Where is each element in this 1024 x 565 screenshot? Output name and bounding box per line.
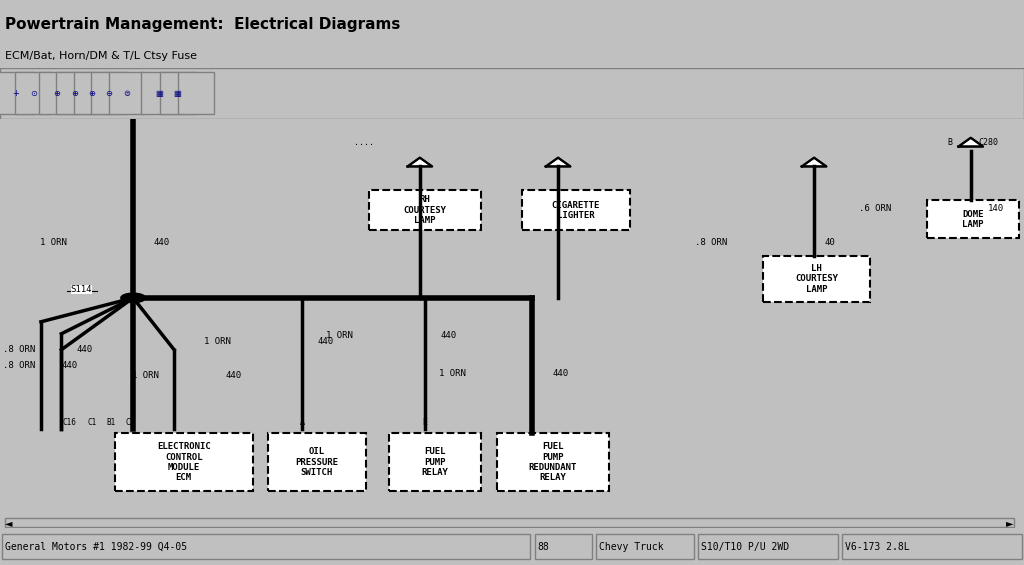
Text: 440: 440 (225, 371, 242, 380)
Text: .6 ORN: .6 ORN (859, 204, 891, 213)
FancyBboxPatch shape (0, 72, 34, 114)
Text: V6-173 2.8L: V6-173 2.8L (845, 542, 909, 551)
Text: +: + (12, 89, 19, 98)
FancyBboxPatch shape (109, 72, 144, 114)
Text: ....: .... (353, 138, 374, 147)
Text: FUEL
PUMP
RELAY: FUEL PUMP RELAY (422, 447, 449, 477)
FancyBboxPatch shape (15, 72, 51, 114)
Text: 440: 440 (440, 331, 457, 340)
Text: C2: C2 (125, 418, 135, 427)
Text: RH
COURTESY
LAMP: RH COURTESY LAMP (403, 195, 446, 225)
Text: A: A (300, 418, 304, 427)
Text: CIGARETTE
LIGHTER: CIGARETTE LIGHTER (552, 201, 600, 220)
Text: ⊕: ⊕ (88, 89, 95, 98)
Text: C16: C16 (62, 418, 77, 427)
Text: 1 ORN: 1 ORN (204, 337, 230, 346)
Text: ▦: ▦ (174, 89, 181, 98)
Text: ⊙: ⊙ (30, 89, 37, 98)
Bar (115, 433, 253, 491)
Text: 440: 440 (317, 337, 334, 346)
Bar (2, 534, 530, 559)
Circle shape (121, 293, 145, 303)
Text: ⊕: ⊕ (53, 89, 60, 98)
FancyBboxPatch shape (141, 72, 177, 114)
Bar (842, 534, 1022, 559)
Bar (522, 190, 630, 230)
Text: ECM/Bat, Horn/DM & T/L Ctsy Fuse: ECM/Bat, Horn/DM & T/L Ctsy Fuse (5, 51, 197, 61)
Text: Chevy Truck: Chevy Truck (599, 542, 664, 551)
Text: 440: 440 (61, 361, 78, 370)
Text: General Motors #1 1982-99 Q4-05: General Motors #1 1982-99 Q4-05 (5, 542, 187, 551)
Text: ⊜: ⊜ (123, 89, 130, 98)
Text: 1 ORN: 1 ORN (40, 238, 67, 247)
Text: B: B (947, 137, 952, 146)
Text: .8 ORN: .8 ORN (3, 361, 35, 370)
Text: ⊕: ⊕ (71, 89, 78, 98)
Text: .8 ORN: .8 ORN (695, 238, 727, 247)
Text: S114: S114 (71, 285, 92, 294)
Bar (369, 190, 481, 230)
Text: ►: ► (1007, 518, 1014, 528)
Bar (389, 433, 481, 491)
Polygon shape (802, 158, 826, 167)
Text: B1: B1 (105, 418, 116, 427)
Text: 440: 440 (77, 345, 93, 354)
Bar (535, 534, 592, 559)
Text: 1 ORN: 1 ORN (439, 369, 466, 378)
Text: 1 ORN: 1 ORN (132, 371, 159, 380)
Text: C1: C1 (87, 418, 97, 427)
Text: 1 ORN: 1 ORN (327, 331, 353, 340)
Text: OIL
PRESSURE
SWITCH: OIL PRESSURE SWITCH (296, 447, 338, 477)
Text: ◄: ◄ (5, 518, 12, 528)
FancyBboxPatch shape (56, 72, 92, 114)
Bar (698, 534, 838, 559)
Text: Powertrain Management:  Electrical Diagrams: Powertrain Management: Electrical Diagra… (5, 17, 400, 32)
Polygon shape (408, 158, 432, 167)
Text: ⊖: ⊖ (105, 89, 113, 98)
Text: 40: 40 (824, 238, 835, 247)
Text: .8 ORN: .8 ORN (3, 345, 35, 354)
Text: FUEL
PUMP
REDUNDANT
RELAY: FUEL PUMP REDUNDANT RELAY (528, 442, 578, 483)
FancyBboxPatch shape (178, 72, 214, 114)
FancyBboxPatch shape (74, 72, 110, 114)
Text: 140: 140 (988, 204, 1005, 213)
FancyBboxPatch shape (160, 72, 196, 114)
Text: S10/T10 P/U 2WD: S10/T10 P/U 2WD (701, 542, 790, 551)
Text: LH
COURTESY
LAMP: LH COURTESY LAMP (796, 264, 838, 294)
Bar (268, 433, 366, 491)
Text: 88: 88 (538, 542, 549, 551)
Bar (5, 518, 1014, 527)
Text: 440: 440 (553, 369, 569, 378)
Text: C280: C280 (978, 137, 998, 146)
Bar (927, 201, 1019, 238)
Text: DOME
LAMP: DOME LAMP (963, 210, 983, 229)
Polygon shape (958, 138, 983, 146)
Text: ELECTRONIC
CONTROL
MODULE
ECM: ELECTRONIC CONTROL MODULE ECM (157, 442, 211, 483)
Bar (596, 534, 694, 559)
FancyBboxPatch shape (91, 72, 127, 114)
Polygon shape (546, 158, 570, 167)
Text: 440: 440 (154, 238, 170, 247)
Text: E: E (423, 418, 427, 427)
FancyBboxPatch shape (39, 72, 75, 114)
Bar (497, 433, 609, 491)
Text: ▦: ▦ (156, 89, 163, 98)
Bar (763, 256, 870, 302)
